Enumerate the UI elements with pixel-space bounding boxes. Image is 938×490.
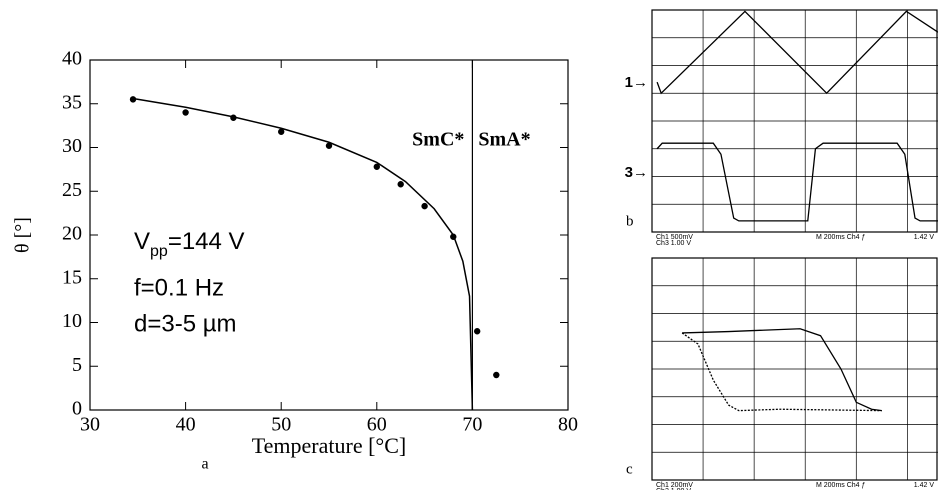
x-axis-label: Temperature [°C] bbox=[252, 433, 406, 458]
data-point bbox=[450, 234, 456, 240]
scope-readout: 1.42 V bbox=[914, 482, 935, 489]
parameter-value: =144 V bbox=[168, 228, 245, 255]
channel-marker: 3→ bbox=[625, 164, 648, 181]
data-point bbox=[421, 203, 427, 209]
y-tick-label: 35 bbox=[62, 91, 82, 113]
parameter: d=3-5 µm bbox=[134, 310, 237, 337]
y-tick-label: 5 bbox=[72, 354, 82, 376]
channel-marker: 1→ bbox=[625, 74, 648, 91]
x-tick-label: 30 bbox=[80, 414, 100, 436]
scope-readout: Ch3 1.00 V bbox=[656, 240, 691, 247]
plot-frame bbox=[90, 60, 568, 410]
parameter: f=0.1 Hz bbox=[134, 274, 224, 301]
scope-readout: M 200ms Ch4 ƒ bbox=[816, 234, 866, 241]
panel-label: c bbox=[626, 461, 633, 477]
scope-trace bbox=[657, 143, 938, 221]
data-point bbox=[398, 181, 404, 187]
y-axis-label: θ [°] bbox=[12, 217, 34, 253]
phase-label: SmC* bbox=[412, 129, 464, 151]
phase-label: SmA* bbox=[478, 129, 530, 151]
data-point bbox=[326, 143, 332, 149]
scope-readout: M 200ms Ch4 ƒ bbox=[816, 482, 866, 489]
x-tick-label: 70 bbox=[462, 414, 482, 436]
data-point bbox=[130, 96, 136, 102]
data-point bbox=[230, 115, 236, 121]
parameter: Vpp=144 V bbox=[134, 228, 245, 260]
data-point bbox=[182, 109, 188, 115]
panel-label: b bbox=[626, 213, 634, 229]
data-point bbox=[474, 328, 480, 334]
x-tick-label: 40 bbox=[176, 414, 196, 436]
y-tick-label: 10 bbox=[62, 310, 82, 332]
y-tick-label: 40 bbox=[62, 48, 82, 70]
data-point bbox=[374, 164, 380, 170]
scope-readout: 1.42 V bbox=[914, 234, 935, 241]
figure: 3040506070800510152025303540Temperature … bbox=[0, 0, 938, 490]
panel-label: a bbox=[201, 456, 208, 473]
y-tick-label: 0 bbox=[72, 398, 82, 420]
y-tick-label: 15 bbox=[62, 266, 82, 288]
parameter-symbol: V bbox=[134, 228, 150, 255]
scope-trace bbox=[682, 333, 882, 411]
parameter-subscript: pp bbox=[150, 243, 168, 260]
x-tick-label: 80 bbox=[558, 414, 578, 436]
scope-trace bbox=[657, 11, 938, 93]
data-point bbox=[278, 129, 284, 135]
y-tick-label: 25 bbox=[62, 179, 82, 201]
data-point bbox=[493, 372, 499, 378]
y-tick-label: 20 bbox=[62, 223, 82, 245]
y-tick-label: 30 bbox=[62, 135, 82, 157]
